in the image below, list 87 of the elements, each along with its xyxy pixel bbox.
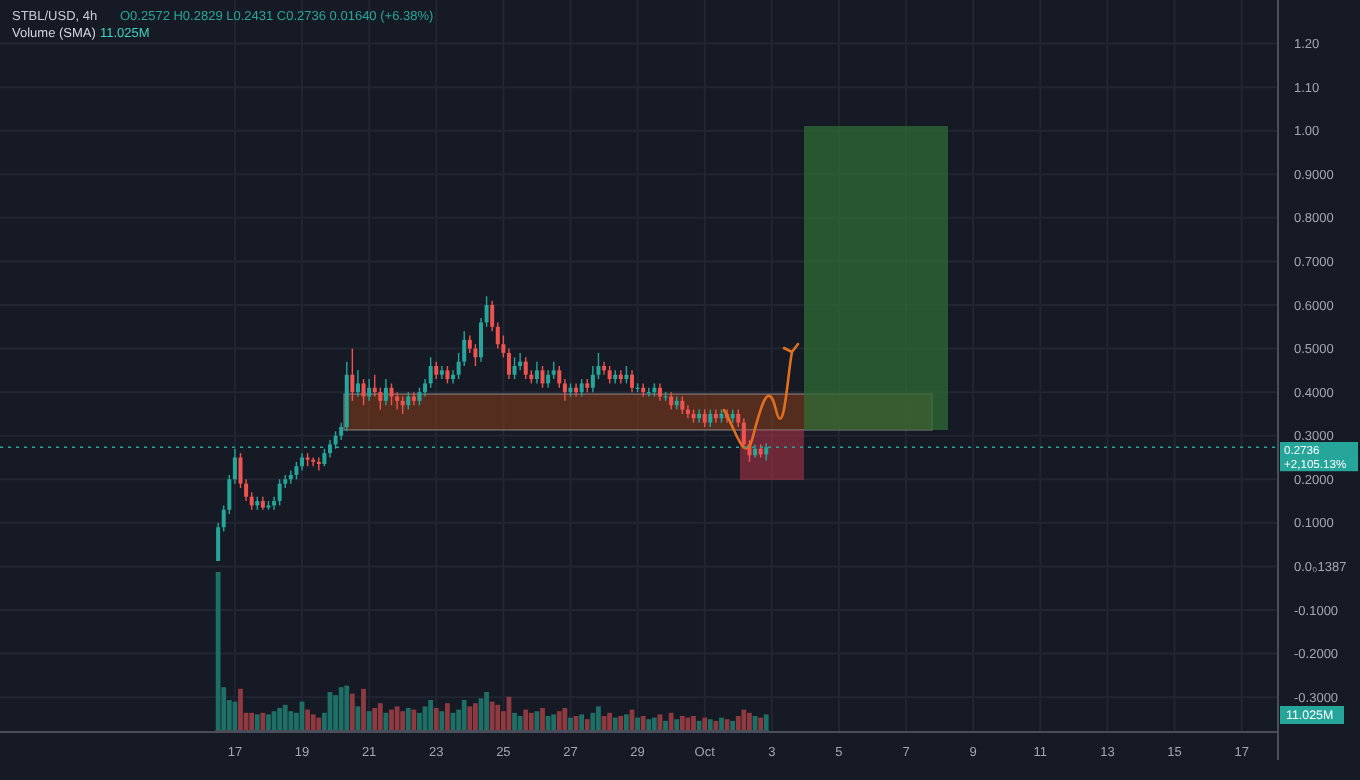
candlestick xyxy=(641,382,646,398)
bar xyxy=(691,716,696,732)
candlestick xyxy=(473,343,478,367)
bar xyxy=(551,714,557,732)
bar xyxy=(377,703,383,732)
candlestick xyxy=(389,382,394,406)
bar xyxy=(439,711,445,732)
bar xyxy=(618,716,624,732)
bar xyxy=(411,709,417,732)
bar xyxy=(562,708,568,732)
bar xyxy=(579,714,585,732)
bar xyxy=(238,688,243,732)
candlestick xyxy=(288,469,293,485)
bar xyxy=(266,714,271,732)
candlestick xyxy=(618,369,623,385)
bar xyxy=(400,711,406,732)
bar xyxy=(668,712,674,732)
bar xyxy=(372,708,378,732)
candlestick xyxy=(630,369,635,393)
bar xyxy=(735,716,741,732)
candlestick xyxy=(697,408,702,424)
candlestick xyxy=(277,478,282,507)
candlestick xyxy=(574,382,579,398)
bar xyxy=(517,716,523,732)
candlestick xyxy=(713,408,718,424)
candlestick xyxy=(355,369,360,398)
bar xyxy=(405,708,411,732)
bar xyxy=(646,719,652,732)
bar xyxy=(288,711,294,732)
bar xyxy=(338,687,344,732)
bar xyxy=(282,704,288,732)
candlestick xyxy=(685,404,690,419)
bar xyxy=(640,716,646,732)
bar xyxy=(484,692,489,732)
candlestick xyxy=(523,356,528,380)
bar xyxy=(433,708,439,732)
bar xyxy=(523,709,529,732)
bar xyxy=(461,700,467,732)
bar xyxy=(556,711,562,732)
bar xyxy=(467,706,473,732)
bar xyxy=(249,712,255,732)
bar xyxy=(215,572,221,732)
candlestick xyxy=(395,391,400,411)
bar xyxy=(763,714,769,732)
bar xyxy=(361,688,366,732)
bar xyxy=(584,719,590,732)
bar xyxy=(540,708,545,732)
bar xyxy=(260,712,266,732)
bar xyxy=(232,701,238,732)
candlestick xyxy=(383,378,388,406)
bar xyxy=(528,712,534,732)
bar xyxy=(366,711,372,732)
bar xyxy=(596,706,601,732)
candlestick xyxy=(361,378,366,406)
bar xyxy=(747,712,752,732)
candlestick xyxy=(540,365,545,389)
bar xyxy=(495,704,501,732)
candlestick xyxy=(534,360,539,385)
bar xyxy=(512,712,517,732)
bar xyxy=(623,714,629,732)
bar xyxy=(254,714,260,732)
candlestick xyxy=(602,360,607,376)
bar xyxy=(428,700,434,732)
candlestick xyxy=(367,378,372,402)
bar xyxy=(707,719,713,732)
bar xyxy=(472,703,478,732)
bar xyxy=(389,709,394,732)
bar xyxy=(333,695,338,732)
bar xyxy=(310,714,316,732)
bar xyxy=(607,712,613,732)
bar xyxy=(383,712,389,732)
candlestick xyxy=(411,391,416,406)
bar xyxy=(679,716,685,732)
bar xyxy=(277,708,283,732)
bar xyxy=(417,712,422,732)
bar xyxy=(445,703,450,732)
candlestick xyxy=(350,347,355,402)
bar xyxy=(590,712,596,732)
bar xyxy=(489,701,495,732)
candlestick xyxy=(518,352,523,372)
bar xyxy=(349,693,355,732)
bar xyxy=(305,709,310,732)
bar xyxy=(344,685,350,732)
bar xyxy=(741,709,747,732)
bar xyxy=(674,719,680,732)
candlestick xyxy=(512,356,517,380)
candlestick xyxy=(428,356,433,389)
